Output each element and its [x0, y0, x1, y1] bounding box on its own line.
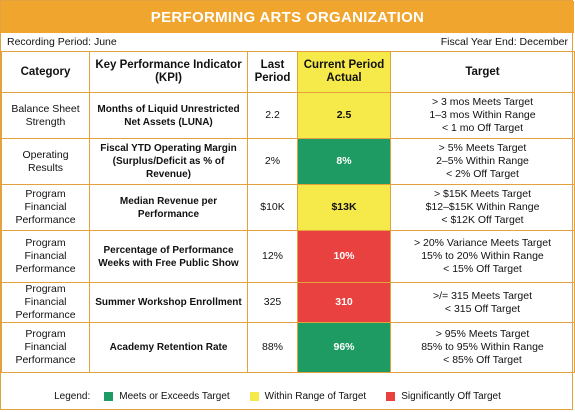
table-body: Balance Sheet Strength Months of Liquid U… [1, 92, 575, 373]
cell-target: > $15K Meets Target $12–$15K Within Range… [390, 184, 575, 231]
cell-last-period: 2.2 [247, 92, 298, 139]
title-bar: PERFORMING ARTS ORGANIZATION [1, 1, 574, 33]
legend-item-meets: Meets or Exceeds Target [119, 390, 230, 402]
cell-last-period: $10K [247, 184, 298, 231]
cell-target: > 95% Meets Target 85% to 95% Within Rang… [390, 322, 575, 373]
cell-kpi: Percentage of Performance Weeks with Fre… [89, 230, 248, 283]
cell-current-actual: 2.5 [297, 92, 391, 139]
meta-row: Recording Period: June Fiscal Year End: … [1, 34, 574, 52]
target-line: < 2% Off Target [446, 168, 519, 180]
table-row: Program Financial Performance Summer Work… [1, 282, 575, 323]
legend-item-off: Significantly Off Target [401, 390, 501, 402]
cell-current-actual: 10% [297, 230, 391, 283]
target-line: < 15% Off Target [443, 263, 522, 275]
table-row: Program Financial Performance Academy Ret… [1, 322, 575, 373]
cell-category: Balance Sheet Strength [1, 92, 90, 139]
target-line: < $12K Off Target [441, 214, 524, 226]
column-header-target: Target [390, 51, 575, 93]
recording-period: Recording Period: June [7, 36, 117, 48]
target-line: 1–3 mos Within Range [429, 109, 536, 121]
cell-category: Program Financial Performance [1, 322, 90, 373]
target-line: 15% to 20% Within Range [421, 250, 544, 262]
legend-swatch-yellow [249, 391, 259, 401]
target-line: $12–$15K Within Range [425, 201, 540, 213]
column-header-category: Category [1, 51, 90, 93]
table-header-row: Category Key Performance Indicator (KPI)… [1, 51, 575, 93]
legend-swatch-red [386, 391, 396, 401]
target-line: 85% to 95% Within Range [421, 341, 544, 353]
target-line: > 95% Meets Target [435, 328, 530, 340]
cell-target: > 5% Meets Target 2–5% Within Range < 2% O… [390, 138, 575, 185]
table-row: Operating Results Fiscal YTD Operating Ma… [1, 138, 575, 185]
cell-last-period: 2% [247, 138, 298, 185]
target-line: > 20% Variance Meets Target [413, 237, 552, 249]
legend-item-within: Within Range of Target [264, 390, 367, 402]
cell-current-actual: 310 [297, 282, 391, 323]
target-line: < 85% Off Target [443, 354, 522, 366]
cell-current-actual: $13K [297, 184, 391, 231]
cell-category: Program Financial Performance [1, 184, 90, 231]
cell-last-period: 88% [247, 322, 298, 373]
cell-category: Program Financial Performance [1, 282, 90, 323]
page-title: PERFORMING ARTS ORGANIZATION [150, 8, 425, 26]
table-row: Program Financial Performance Median Reve… [1, 184, 575, 231]
legend-swatch-green [104, 391, 114, 401]
cell-category: Operating Results [1, 138, 90, 185]
cell-current-actual: 96% [297, 322, 391, 373]
target-line: 2–5% Within Range [436, 155, 529, 167]
cell-kpi: Median Revenue per Performance [89, 184, 248, 231]
cell-target: > 3 mos Meets Target 1–3 mos Within Range… [390, 92, 575, 139]
target-line: > $15K Meets Target [434, 188, 531, 200]
column-header-last-period: Last Period [247, 51, 298, 93]
cell-target: > 20% Variance Meets Target 15% to 20% Wi… [390, 230, 575, 283]
target-line: > 3 mos Meets Target [431, 96, 534, 108]
cell-last-period: 12% [247, 230, 298, 283]
legend-label: Legend: [54, 390, 91, 402]
table-row: Balance Sheet Strength Months of Liquid U… [1, 92, 575, 139]
cell-category: Program Financial Performance [1, 230, 90, 283]
column-header-current-actual: Current Period Actual [297, 51, 391, 93]
cell-kpi: Summer Workshop Enrollment [89, 282, 248, 323]
cell-kpi: Months of Liquid Unrestricted Net Assets… [89, 92, 248, 139]
table-row: Program Financial Performance Percentage … [1, 230, 575, 283]
fiscal-year-end: Fiscal Year End: December [440, 36, 568, 48]
kpi-table: Category Key Performance Indicator (KPI)… [1, 51, 575, 373]
cell-kpi: Academy Retention Rate [89, 322, 248, 373]
cell-current-actual: 8% [297, 138, 391, 185]
cell-kpi: Fiscal YTD Operating Margin (Surplus/Def… [89, 138, 248, 185]
target-line: > 5% Meets Target [438, 142, 527, 154]
cell-last-period: 325 [247, 282, 298, 323]
target-line: >/= 315 Meets Target [432, 289, 533, 302]
legend: Legend: Meets or Exceeds Target Within R… [1, 386, 574, 406]
column-header-kpi: Key Performance Indicator (KPI) [89, 51, 248, 93]
target-line: < 1 mo Off Target [441, 122, 524, 134]
target-line: < 315 Off Target [444, 302, 521, 315]
cell-target: >/= 315 Meets Target < 315 Off Target [390, 282, 575, 323]
